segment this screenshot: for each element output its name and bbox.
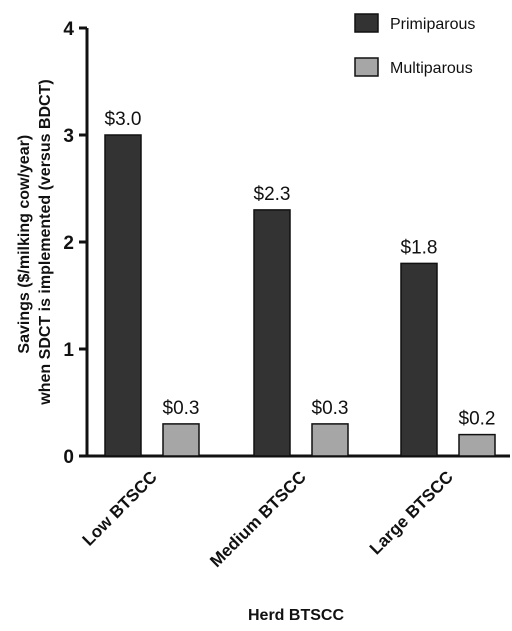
y-tick-label: 4 [63,19,74,40]
y-axis-title: Savings ($/milking cow/year) when SDCT i… [16,79,54,405]
category-label: Medium BTSCC [206,467,310,571]
data-label: $1.8 [401,237,438,258]
bar-multiparous-1 [162,423,200,457]
y-tick-label: 3 [63,126,74,147]
y-tick-label: 1 [63,340,74,361]
axes [85,28,510,458]
bar-primiparous-3 [400,262,438,457]
legend-swatch-primiparous [354,13,379,33]
data-label: $0.3 [163,398,200,419]
y-axis-title-line-2: when SDCT is implemented (versus BDCT) [37,79,54,405]
data-label: $0.2 [459,409,496,430]
legend-label-primiparous: Primiparous [390,16,475,33]
bar-primiparous-1 [104,134,142,457]
y-ticks: 0 1 2 3 4 [63,19,87,468]
data-labels: $3.0 $0.3 $2.3 $0.3 $1.8 $0.2 [105,109,496,430]
legend: Primiparous Multiparous [354,13,475,77]
y-axis-title-line-1: Savings ($/milking cow/year) [16,135,33,354]
data-label: $3.0 [105,109,142,130]
data-label: $0.3 [312,398,349,419]
bar-multiparous-3 [458,433,496,457]
category-label: Large BTSCC [366,467,457,558]
category-label: Low BTSCC [79,467,161,549]
data-label: $2.3 [254,184,291,205]
category-labels: Low BTSCC Medium BTSCC Large BTSCC [79,467,457,571]
bars [104,134,496,457]
x-axis-title: Herd BTSCC [248,607,344,624]
bar-multiparous-2 [311,423,349,457]
legend-label-multiparous: Multiparous [390,60,473,77]
legend-swatch-multiparous [354,57,379,77]
bar-primiparous-2 [253,209,291,457]
y-tick-label: 2 [63,233,74,254]
y-tick-label: 0 [63,447,74,468]
